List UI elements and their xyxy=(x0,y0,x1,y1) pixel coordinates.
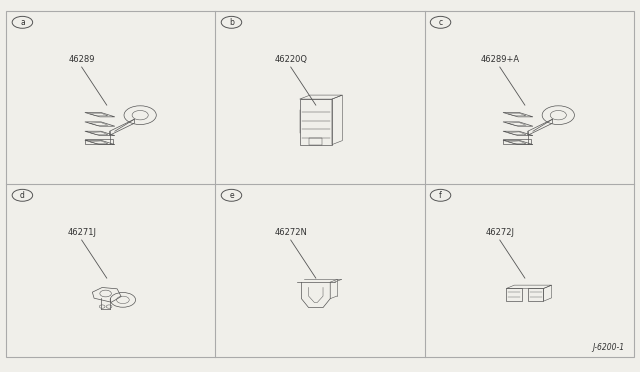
Text: f: f xyxy=(439,191,442,200)
Text: a: a xyxy=(20,18,25,27)
Text: 46289: 46289 xyxy=(68,55,95,64)
Text: e: e xyxy=(229,191,234,200)
Text: b: b xyxy=(229,18,234,27)
Text: 46272N: 46272N xyxy=(275,228,307,237)
Text: 46272J: 46272J xyxy=(485,228,515,237)
Text: d: d xyxy=(20,191,25,200)
Text: c: c xyxy=(438,18,443,27)
Text: 46220Q: 46220Q xyxy=(274,55,307,64)
Text: J-6200-1: J-6200-1 xyxy=(592,343,624,352)
Text: 46289+A: 46289+A xyxy=(480,55,519,64)
Text: 46271J: 46271J xyxy=(67,228,96,237)
Bar xyxy=(309,138,323,145)
